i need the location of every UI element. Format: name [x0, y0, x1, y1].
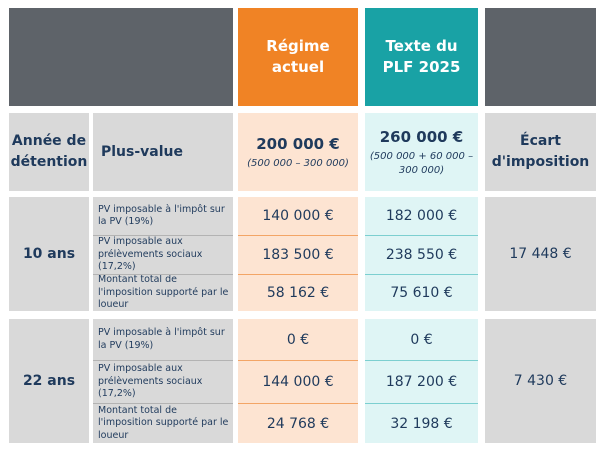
table-row-label: Montant total de l'imposition supporté p…: [93, 274, 233, 311]
table-row-label: PV imposable aux prélèvements sociaux (1…: [93, 361, 233, 403]
divider: [365, 403, 478, 404]
divider: [93, 235, 233, 236]
annee-10-ans: 10 ans: [9, 197, 89, 311]
divider: [365, 360, 478, 361]
header-regime-actuel: Régime actuel: [238, 8, 358, 106]
table-cell-plf: 0 €: [365, 319, 478, 360]
table-cell-plf: 238 550 €: [365, 236, 478, 274]
table-cell-plf: 182 000 €: [365, 197, 478, 235]
ecart-22-ans: 7 430 €: [485, 319, 596, 443]
table-cell-actuel: 58 162 €: [238, 275, 358, 311]
regime-actuel-formula: (500 000 – 300 000): [247, 157, 349, 169]
table-cell-actuel: 0 €: [238, 319, 358, 360]
table-cell-actuel: 183 500 €: [238, 236, 358, 274]
divider: [238, 403, 358, 404]
plf-amount: 260 000 €: [379, 127, 464, 146]
divider: [365, 274, 478, 275]
table-row-label: PV imposable à l'impôt sur la PV (19%): [93, 197, 233, 235]
table-row-label: PV imposable aux prélèvements sociaux (1…: [93, 236, 233, 274]
plus-value-header: Plus-value: [93, 113, 233, 191]
header-blank-left: [9, 8, 233, 106]
divider: [238, 274, 358, 275]
divider: [93, 274, 233, 275]
table-cell-plf: 75 610 €: [365, 275, 478, 311]
table-row-label: Montant total de l'imposition supporté p…: [93, 404, 233, 443]
table-cell-actuel: 144 000 €: [238, 361, 358, 403]
divider: [365, 235, 478, 236]
plf-plus-value: 260 000 € (500 000 + 60 000 – 300 000): [365, 113, 478, 191]
regime-actuel-amount: 200 000 €: [256, 134, 340, 153]
ecart-imposition-header: Écart d'imposition: [485, 113, 596, 191]
table-cell-actuel: 24 768 €: [238, 404, 358, 443]
table-cell-actuel: 140 000 €: [238, 197, 358, 235]
annee-22-ans: 22 ans: [9, 319, 89, 443]
header-blank-right: [485, 8, 596, 106]
divider: [93, 403, 233, 404]
table-row-label: PV imposable à l'impôt sur la PV (19%): [93, 319, 233, 360]
divider: [93, 360, 233, 361]
plus-value-label: Plus-value: [101, 143, 184, 160]
table-cell-plf: 32 198 €: [365, 404, 478, 443]
divider: [238, 360, 358, 361]
ecart-10-ans: 17 448 €: [485, 197, 596, 311]
plf-formula: (500 000 + 60 000 – 300 000): [369, 150, 474, 176]
annee-detention-header: Année de détention: [9, 113, 89, 191]
header-texte-plf: Texte du PLF 2025: [365, 8, 478, 106]
table-cell-plf: 187 200 €: [365, 361, 478, 403]
divider: [238, 235, 358, 236]
regime-actuel-plus-value: 200 000 € (500 000 – 300 000): [238, 113, 358, 191]
